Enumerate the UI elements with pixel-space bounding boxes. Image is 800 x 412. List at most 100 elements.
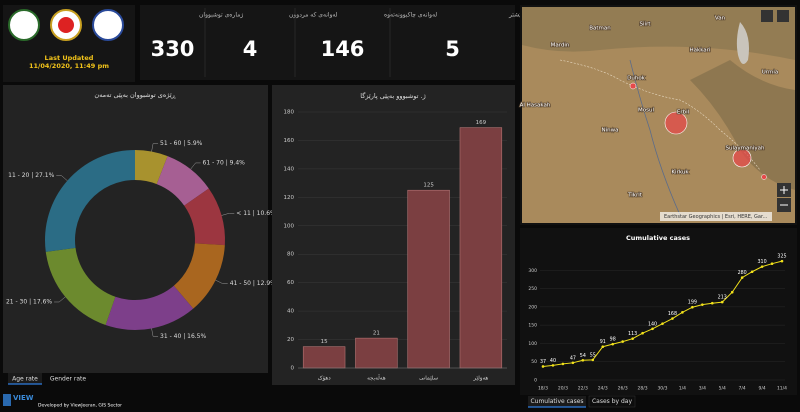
map-label: Siirt — [640, 22, 652, 28]
map-lake — [736, 22, 749, 64]
leader-line — [56, 175, 68, 181]
case-marker[interactable] — [761, 174, 767, 180]
province-title: ژ. توشبووو بەپێی پارێزگا — [360, 92, 426, 100]
case-marker[interactable] — [664, 111, 688, 135]
point-label: 47 — [570, 355, 576, 361]
x-tick-label: 9/4 — [758, 386, 765, 392]
point-label: 168 — [668, 311, 677, 317]
tab-label[interactable]: Cumulative cases — [530, 398, 583, 405]
y-tick-label: 300 — [528, 268, 537, 274]
x-tick-label: 26/3 — [618, 386, 628, 392]
last-updated-label: Last Updated — [45, 54, 94, 62]
point — [561, 362, 565, 366]
donut-segment — [45, 247, 116, 326]
map-river — [629, 59, 681, 216]
x-tick-label: 28/3 — [638, 386, 648, 392]
y-tick-label: 40 — [287, 309, 294, 315]
bar-value-label: 15 — [321, 339, 328, 345]
tab-label[interactable]: Gender rate — [50, 376, 87, 383]
x-tick-label: سلێمانی — [419, 376, 438, 382]
segment-label: 11 - 20 | 27.1% — [8, 172, 54, 179]
point-label: 113 — [628, 331, 637, 337]
y-tick-label: 80 — [287, 252, 294, 258]
bar-value-label: 21 — [373, 331, 380, 337]
y-tick-label: 250 — [528, 286, 537, 292]
cumulative-panel — [520, 228, 797, 395]
y-tick-label: 50 — [531, 359, 537, 365]
point-label: 37 — [540, 359, 546, 365]
point — [671, 317, 674, 320]
bar — [459, 127, 503, 369]
point — [730, 290, 734, 294]
attribution-box — [660, 212, 772, 221]
x-tick-label: 5/4 — [719, 386, 726, 392]
point — [611, 342, 615, 346]
home-button[interactable] — [761, 10, 773, 22]
tab[interactable] — [8, 373, 42, 384]
segment-label: 41 - 50 | 12.9% — [230, 280, 276, 287]
x-tick-label: 18/3 — [538, 386, 548, 392]
map-label: Batman — [589, 26, 611, 32]
tab[interactable] — [528, 396, 586, 407]
point — [691, 305, 694, 309]
cumulative-title: Cumulative cases — [626, 234, 690, 242]
leader-line — [54, 296, 66, 303]
stat-label: ژمارەی توشبووان — [199, 12, 243, 19]
x-tick-label: 7/4 — [739, 386, 746, 392]
segment-label: 61 - 70 | 9.4% — [203, 159, 246, 166]
x-tick-label: 11/4 — [777, 386, 787, 392]
point-label: 40 — [550, 358, 556, 364]
point — [581, 358, 585, 362]
map-label: Erbil — [677, 110, 690, 116]
map-label: Al Hasakah — [520, 103, 551, 109]
donut-segment — [184, 188, 225, 246]
donut-segment — [156, 156, 209, 206]
leader-line — [151, 328, 159, 337]
footer-brand: VIEW — [13, 394, 34, 402]
x-tick-label: 3/4 — [699, 386, 706, 392]
y-tick-label: 200 — [528, 304, 537, 310]
map-label: Kirkuk — [671, 170, 689, 176]
segment-label: 31 - 40 | 16.5% — [160, 333, 206, 340]
stats-panel — [140, 5, 515, 80]
x-tick-label: 30/3 — [657, 386, 667, 392]
point-label: 91 — [600, 339, 606, 345]
tab-label[interactable]: Age rate — [12, 376, 38, 383]
donut-segment — [105, 285, 194, 330]
point — [740, 276, 744, 279]
point — [591, 358, 595, 362]
point — [631, 337, 634, 340]
map-border — [559, 59, 761, 171]
point — [621, 340, 624, 343]
case-marker[interactable] — [732, 148, 752, 168]
map-label: Tikrit — [627, 193, 643, 199]
layers-button[interactable] — [777, 10, 789, 22]
y-tick-label: 140 — [284, 166, 295, 172]
x-tick-label: هەڵەبجە — [367, 374, 386, 382]
footer-credit: Developed by ViewJeeran, GIS Sector — [38, 403, 122, 409]
map-label: Mosul — [638, 108, 654, 114]
leader-line — [190, 162, 201, 170]
stat-label: لەوانەی چاکبوونەتەوە — [384, 12, 437, 19]
logo — [58, 17, 74, 33]
y-tick-label: 150 — [528, 323, 537, 329]
leader-line — [221, 213, 235, 216]
segment-label: < 11 | 10.6% — [236, 210, 276, 217]
logo — [8, 9, 40, 41]
x-tick-label: دهۆک — [318, 375, 332, 382]
point — [770, 262, 774, 266]
point — [780, 259, 784, 263]
point — [750, 270, 754, 274]
point — [760, 265, 764, 268]
tab-label[interactable]: Cases by day — [592, 398, 632, 405]
donut-segment — [135, 150, 168, 185]
tab[interactable] — [588, 395, 636, 408]
bar-value-label: 125 — [423, 183, 434, 189]
case-marker[interactable] — [629, 82, 637, 90]
point-label: 310 — [758, 259, 767, 265]
bar — [355, 337, 398, 369]
point-label: 280 — [738, 270, 747, 276]
point — [701, 303, 704, 306]
point — [641, 331, 644, 335]
map-terrain — [522, 7, 795, 60]
